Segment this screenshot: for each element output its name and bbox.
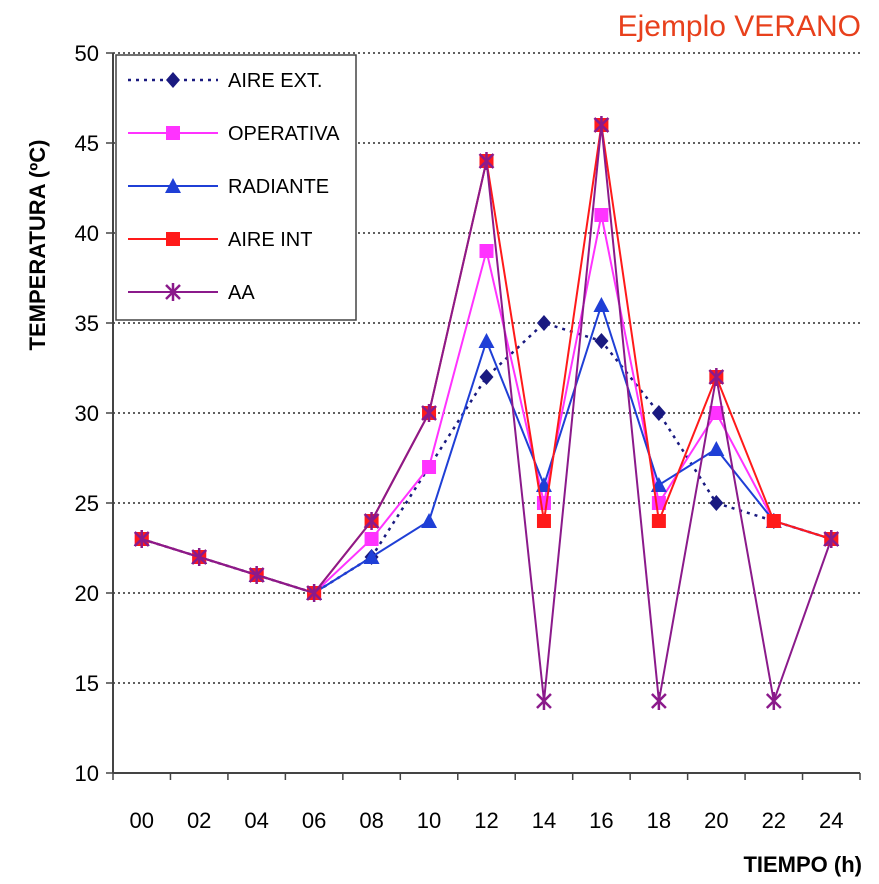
legend-box xyxy=(115,54,357,321)
series-0 xyxy=(134,315,839,601)
y-tick-label: 10 xyxy=(75,761,99,786)
data-point xyxy=(363,549,380,564)
y-tick-label: 40 xyxy=(75,221,99,246)
data-point xyxy=(479,244,494,258)
data-point xyxy=(421,404,437,422)
x-tick-label: 20 xyxy=(704,808,728,833)
data-point xyxy=(709,406,724,420)
data-point xyxy=(422,460,437,474)
data-point xyxy=(594,208,609,222)
series-line xyxy=(141,301,832,595)
data-point xyxy=(479,369,494,385)
data-point xyxy=(364,532,379,546)
x-tick-label: 18 xyxy=(647,808,671,833)
x-axis-label: TIEMPO (h) xyxy=(743,852,862,877)
y-tick-label: 35 xyxy=(75,311,99,336)
series-line xyxy=(141,321,832,595)
legend-label: AIRE INT xyxy=(228,229,312,251)
legend-item: OPERATIVA xyxy=(128,123,340,145)
x-tick-label: 04 xyxy=(244,808,268,833)
data-point xyxy=(166,72,180,88)
data-point xyxy=(191,548,208,566)
y-tick-label: 25 xyxy=(75,491,99,516)
legend: AIRE EXT. OPERATIVA RADIANTE AIRE INT AA xyxy=(115,54,357,321)
data-point xyxy=(536,496,551,510)
y-tick-labels: 10 15 20 25 30 35 40 45 50 xyxy=(75,41,99,786)
data-point xyxy=(166,126,180,140)
data-point xyxy=(651,692,667,710)
axes xyxy=(106,52,861,780)
legend-item: RADIANTE xyxy=(128,176,329,198)
data-point xyxy=(593,116,610,134)
data-point xyxy=(363,512,380,530)
x-tick-label: 12 xyxy=(474,808,498,833)
legend-item: AA xyxy=(128,282,255,304)
series-group xyxy=(133,116,840,710)
y-tick-label: 15 xyxy=(75,671,99,696)
data-point xyxy=(536,514,551,528)
y-tick-label: 45 xyxy=(75,131,99,156)
y-tick-label: 30 xyxy=(75,401,99,426)
legend-item: AIRE EXT. xyxy=(128,70,322,92)
data-point xyxy=(709,495,724,511)
series-4 xyxy=(133,116,840,710)
data-point xyxy=(478,333,495,348)
x-tick-label: 24 xyxy=(819,808,843,833)
series-2 xyxy=(133,297,840,600)
x-tick-label: 14 xyxy=(532,808,556,833)
data-point xyxy=(306,584,322,602)
legend-label: RADIANTE xyxy=(228,176,329,198)
data-point xyxy=(708,441,725,456)
data-point xyxy=(166,232,180,246)
legend-label: AIRE EXT. xyxy=(228,70,322,92)
data-point xyxy=(823,530,840,548)
data-point xyxy=(536,692,552,710)
data-point xyxy=(165,283,181,301)
x-tick-label: 02 xyxy=(187,808,211,833)
x-tick-label: 10 xyxy=(417,808,441,833)
x-tick-labels: 00 02 04 06 08 10 12 14 16 18 20 22 24 xyxy=(129,808,843,833)
data-point xyxy=(133,530,150,548)
data-point xyxy=(651,405,666,421)
data-point xyxy=(651,514,666,528)
x-tick-label: 06 xyxy=(302,808,326,833)
x-tick-label: 16 xyxy=(589,808,613,833)
data-point xyxy=(766,514,781,528)
x-tick-label: 22 xyxy=(762,808,786,833)
legend-item: AIRE INT xyxy=(128,229,312,251)
data-point xyxy=(478,152,495,170)
data-point xyxy=(248,566,265,584)
y-tick-label: 20 xyxy=(75,581,99,606)
x-tick-label: 08 xyxy=(359,808,383,833)
y-tick-label: 50 xyxy=(75,41,99,66)
data-point xyxy=(708,368,725,386)
legend-label: AA xyxy=(228,282,255,304)
data-point xyxy=(421,513,438,528)
data-point xyxy=(594,333,609,349)
data-point xyxy=(765,692,782,710)
data-point xyxy=(165,178,181,193)
x-tick-label: 00 xyxy=(129,808,153,833)
legend-label: OPERATIVA xyxy=(228,123,340,145)
data-point xyxy=(536,315,551,331)
data-point xyxy=(593,297,610,312)
chart-title: Ejemplo VERANO xyxy=(618,10,861,43)
y-axis-label: TEMPERATURA (ºC) xyxy=(25,140,50,351)
